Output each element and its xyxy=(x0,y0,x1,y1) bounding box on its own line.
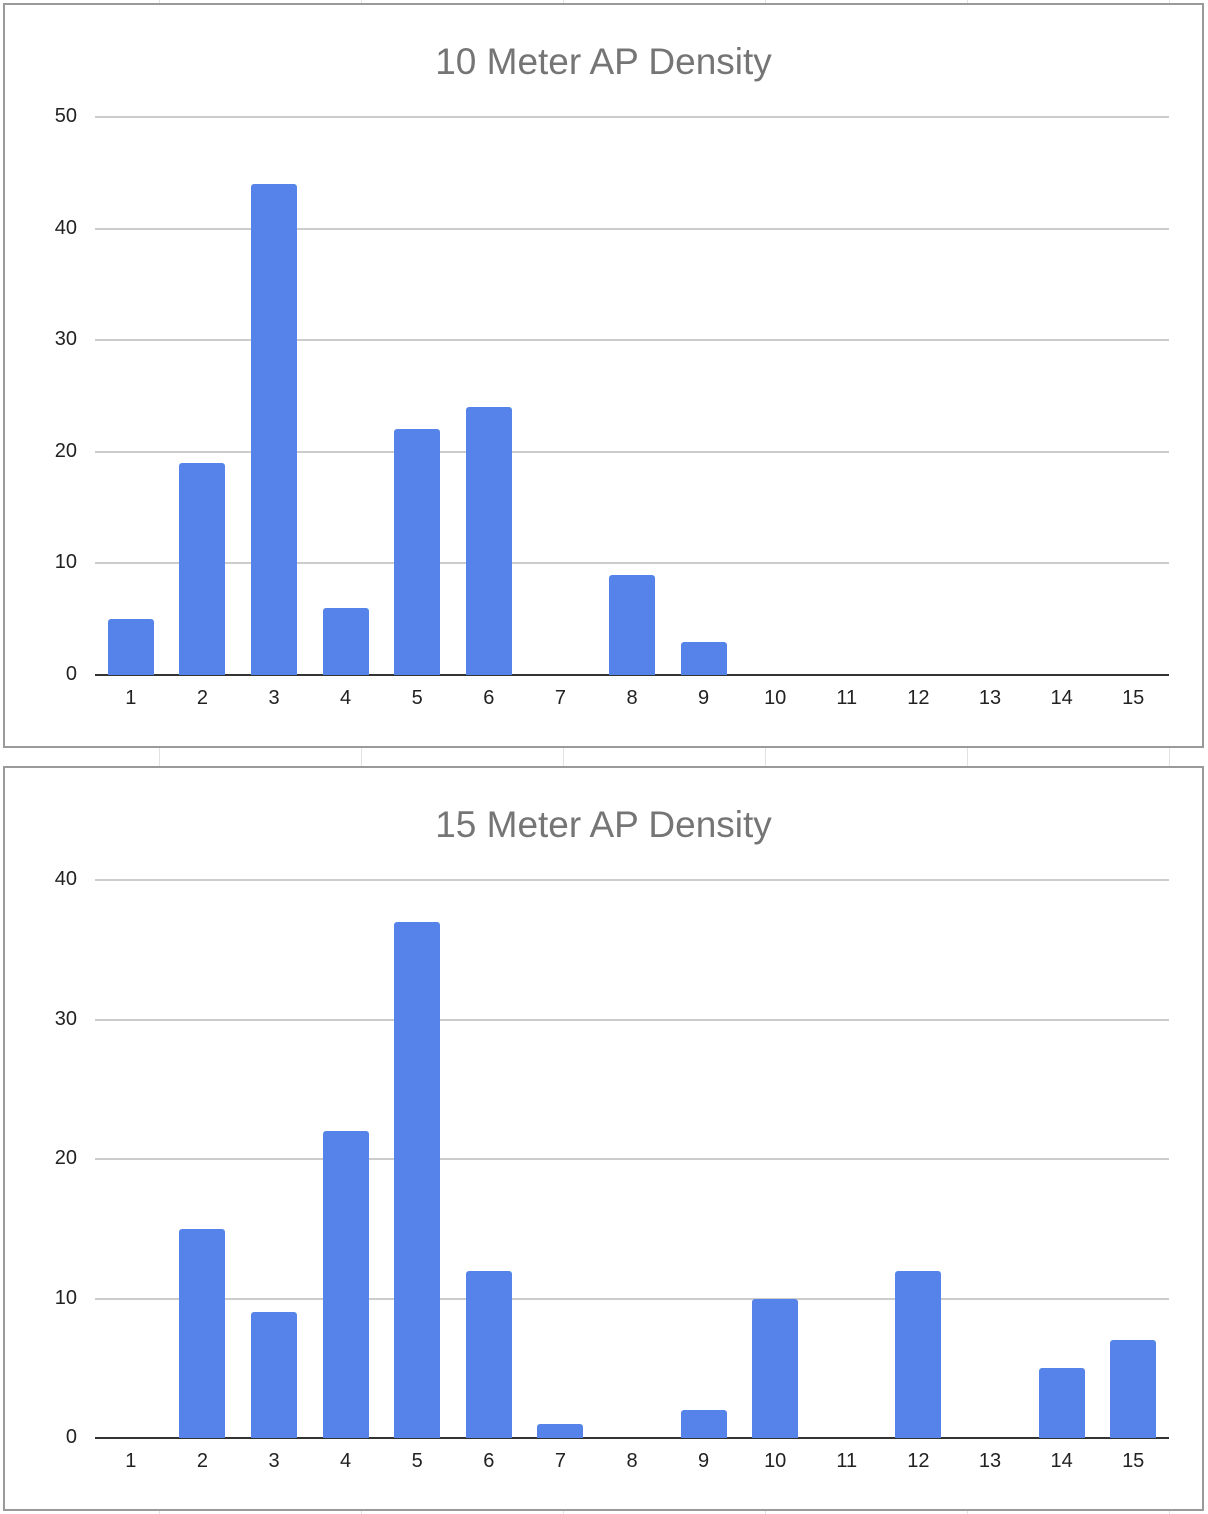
bar[interactable] xyxy=(609,574,655,675)
y-tick-label: 10 xyxy=(54,1286,77,1309)
x-tick-label: 2 xyxy=(196,687,208,709)
gridline xyxy=(95,450,1169,453)
chart-title: 15 Meter AP Density xyxy=(435,804,772,845)
sheet-column-line xyxy=(1169,0,1170,1514)
bar[interactable] xyxy=(107,619,154,675)
plot-area: 0 10 20 30 40 50 1 2 3 4 5 6 7 8 9 10 11 12 13 14 15 xyxy=(55,105,1169,709)
x-tick-label: 6 xyxy=(483,1450,495,1472)
bar[interactable] xyxy=(251,183,297,675)
x-tick-label: 11 xyxy=(836,1450,858,1472)
chart-15-meter-ap-density[interactable]: 15 Meter AP Density 0 10 20 30 40 1 2 3 4 5 6 7 8 9 10… xyxy=(3,766,1204,1511)
x-tick-label: 3 xyxy=(268,1450,280,1472)
bar[interactable] xyxy=(251,1312,297,1438)
x-tick-label: 13 xyxy=(978,1450,1002,1472)
x-tick-label: 7 xyxy=(554,687,566,709)
sheet-column-line xyxy=(967,0,968,1514)
x-tick-label: 4 xyxy=(340,687,352,709)
bar[interactable] xyxy=(465,1270,512,1438)
x-tick-label: 1 xyxy=(125,1450,137,1472)
y-tick-label: 40 xyxy=(54,868,77,890)
bar[interactable] xyxy=(680,641,727,675)
y-tick-label: 20 xyxy=(54,1147,77,1169)
bar[interactable] xyxy=(465,407,512,675)
gridline xyxy=(95,227,1169,230)
gridline xyxy=(95,116,1169,118)
sheet-column-line xyxy=(159,0,160,1514)
sheet-column-line xyxy=(563,0,564,1514)
x-tick-label: 15 xyxy=(1122,1450,1145,1472)
gridline xyxy=(95,562,1169,565)
x-tick-label: 5 xyxy=(411,1450,423,1472)
x-tick-label: 12 xyxy=(907,1450,930,1472)
bar[interactable] xyxy=(895,1270,942,1438)
bar[interactable] xyxy=(394,429,441,675)
bar[interactable] xyxy=(322,608,369,675)
x-tick-label: 14 xyxy=(1050,687,1073,709)
sheet-column-line xyxy=(361,0,362,1514)
chart-10-meter-ap-density[interactable]: 10 Meter AP Density 0 10 20 30 40 50 1 2 3 4 5 6 7 8 9… xyxy=(3,3,1204,748)
y-tick-label: 40 xyxy=(54,216,77,239)
y-tick-label: 30 xyxy=(54,328,77,351)
x-tick-label: 7 xyxy=(554,1450,566,1472)
x-axis-line xyxy=(95,674,1169,676)
bar[interactable] xyxy=(680,1410,727,1438)
gridline xyxy=(95,339,1169,342)
x-axis-line xyxy=(95,1437,1169,1439)
bar[interactable] xyxy=(752,1298,799,1438)
y-tick-label: 50 xyxy=(54,105,77,127)
x-tick-label: 4 xyxy=(340,1450,352,1472)
x-tick-label: 5 xyxy=(411,687,423,709)
bar[interactable] xyxy=(322,1131,369,1438)
x-tick-label: 11 xyxy=(836,687,858,709)
x-tick-label: 1 xyxy=(125,687,137,709)
bar[interactable] xyxy=(394,921,441,1438)
gridline xyxy=(95,1297,1169,1300)
bar[interactable] xyxy=(537,1424,584,1438)
gridline xyxy=(95,1018,1169,1021)
gridline xyxy=(95,879,1169,881)
x-tick-label: 3 xyxy=(268,687,280,709)
x-tick-label: 10 xyxy=(764,687,787,709)
x-tick-label: 9 xyxy=(698,1450,710,1472)
y-tick-label: 10 xyxy=(54,551,77,574)
chart-title: 10 Meter AP Density xyxy=(435,41,772,82)
x-tick-label: 10 xyxy=(764,1450,787,1472)
y-tick-label: 30 xyxy=(54,1007,77,1030)
x-tick-label: 12 xyxy=(907,687,930,709)
y-tick-label: 0 xyxy=(65,663,77,685)
x-tick-label: 8 xyxy=(626,1450,638,1472)
plot-area: 0 10 20 30 40 1 2 3 4 5 6 7 8 9 10 11 12 13 14 15 xyxy=(55,868,1169,1472)
sheet-column-line xyxy=(765,0,766,1514)
bar[interactable] xyxy=(1110,1340,1157,1438)
y-tick-label: 0 xyxy=(65,1426,77,1448)
x-tick-label: 15 xyxy=(1122,687,1145,709)
x-tick-label: 14 xyxy=(1050,1450,1073,1472)
x-tick-label: 8 xyxy=(626,687,638,709)
bar[interactable] xyxy=(179,1228,226,1438)
x-tick-label: 6 xyxy=(483,687,495,709)
x-tick-label: 2 xyxy=(196,1450,208,1472)
bar[interactable] xyxy=(1038,1368,1085,1438)
y-tick-label: 20 xyxy=(54,439,77,462)
bar[interactable] xyxy=(179,462,226,675)
x-tick-label: 13 xyxy=(978,687,1002,709)
x-tick-label: 9 xyxy=(698,687,710,709)
gridline xyxy=(95,1158,1169,1160)
